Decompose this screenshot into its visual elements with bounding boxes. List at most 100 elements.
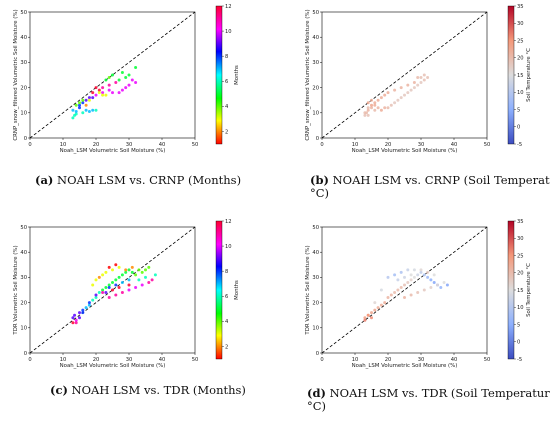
data-point (419, 81, 423, 85)
colorbar-tick-label: 35 (517, 4, 524, 10)
data-point (97, 275, 101, 279)
colorbar-tick-label: 12 (225, 4, 232, 10)
data-point (422, 78, 426, 82)
colorbar-tick-label: 8 (225, 269, 228, 275)
data-point (117, 78, 121, 82)
data-point (419, 270, 423, 274)
colorbar-tick-label: 0 (517, 340, 520, 346)
y-tick-label: 10 (312, 111, 319, 117)
colorbar-tick-label: 10 (225, 244, 232, 250)
axes-frame (321, 11, 488, 139)
data-point (426, 76, 430, 80)
data-point (101, 288, 105, 292)
panel-a: 0 10 20 30 40 50 0 10 20 30 40 50 Noah_LSM Volumetri… (13, 4, 240, 154)
data-point (78, 106, 81, 110)
x-tick-label: 30 (126, 142, 133, 148)
data-point (412, 275, 416, 279)
colorbar-tick-label: 12 (225, 219, 232, 225)
colorbar-label: Months (234, 280, 240, 300)
data-point (406, 91, 410, 95)
data-point (101, 93, 105, 97)
y-axis-label: CRNP_snow_filtered Volumetric Soil Moist… (13, 9, 19, 140)
data-point (376, 306, 380, 310)
data-point (389, 293, 393, 297)
data-point (81, 101, 85, 105)
data-point (111, 91, 114, 95)
data-point (393, 101, 397, 105)
x-tick-label: 20 (93, 357, 100, 363)
data-point (104, 291, 108, 295)
data-point (94, 86, 98, 90)
data-point (429, 285, 433, 289)
data-point (363, 318, 367, 322)
y-axis-label: TDR Volumetric Soil Moisture (%) (13, 245, 19, 335)
x-tick-label: 0 (320, 142, 323, 148)
data-point (396, 278, 400, 282)
data-point (386, 106, 390, 110)
y-tick-label: 40 (20, 250, 27, 256)
colorbar-tick-label: 4 (225, 104, 229, 110)
colorbar-tick-label: 2 (225, 129, 228, 135)
x-tick-label: 50 (192, 357, 199, 363)
data-point (127, 278, 131, 282)
caption-d-line2: °C) (307, 399, 326, 413)
y-tick-label: 20 (312, 300, 319, 306)
data-point (137, 268, 141, 272)
data-point (134, 65, 138, 69)
data-point (124, 270, 128, 274)
data-point (376, 98, 380, 102)
data-point (373, 301, 377, 305)
data-point (78, 311, 81, 315)
data-point (78, 101, 81, 105)
data-point (104, 285, 108, 289)
data-point (101, 86, 105, 90)
data-point (111, 280, 114, 284)
data-point (370, 103, 373, 107)
data-point (363, 111, 367, 115)
colorbar-tick-label: 35 (517, 219, 524, 225)
data-point (370, 106, 373, 110)
data-point (426, 275, 430, 279)
data-point (409, 293, 413, 297)
caption-c: (c) NOAH LSM vs. TDR (Months) (50, 383, 246, 397)
data-point (406, 280, 410, 284)
x-tick-label: 40 (159, 357, 166, 363)
data-point (101, 273, 105, 277)
data-point (117, 265, 121, 269)
data-point (416, 273, 420, 277)
data-point (379, 303, 383, 307)
data-point (134, 273, 138, 277)
data-point (87, 301, 91, 305)
data-point (363, 113, 367, 117)
x-tick-label: 30 (418, 142, 425, 148)
data-point (399, 96, 403, 100)
data-point (87, 303, 91, 307)
data-point (97, 291, 101, 295)
one-to-one-line (321, 11, 488, 139)
data-point (409, 88, 413, 92)
y-tick-label: 0 (316, 351, 319, 357)
data-point (436, 283, 439, 287)
colorbar-tick-label: 5 (517, 107, 520, 113)
colorbar-tick-label: 10 (517, 305, 524, 311)
data-point (130, 78, 134, 82)
data-point (107, 283, 111, 287)
data-point (87, 98, 91, 102)
data-point (442, 280, 446, 284)
data-point (87, 96, 91, 100)
data-point (114, 263, 118, 267)
colorbar-tick-label: 30 (517, 21, 524, 27)
data-point (150, 278, 154, 282)
data-point (81, 308, 85, 312)
data-point (144, 268, 147, 272)
data-point (111, 268, 114, 272)
data-point (124, 268, 128, 272)
colorbar-tick-label: 2 (225, 344, 228, 350)
data-point (422, 288, 426, 292)
data-point (422, 73, 426, 77)
y-tick-label: 0 (24, 136, 27, 142)
data-point (366, 313, 370, 317)
